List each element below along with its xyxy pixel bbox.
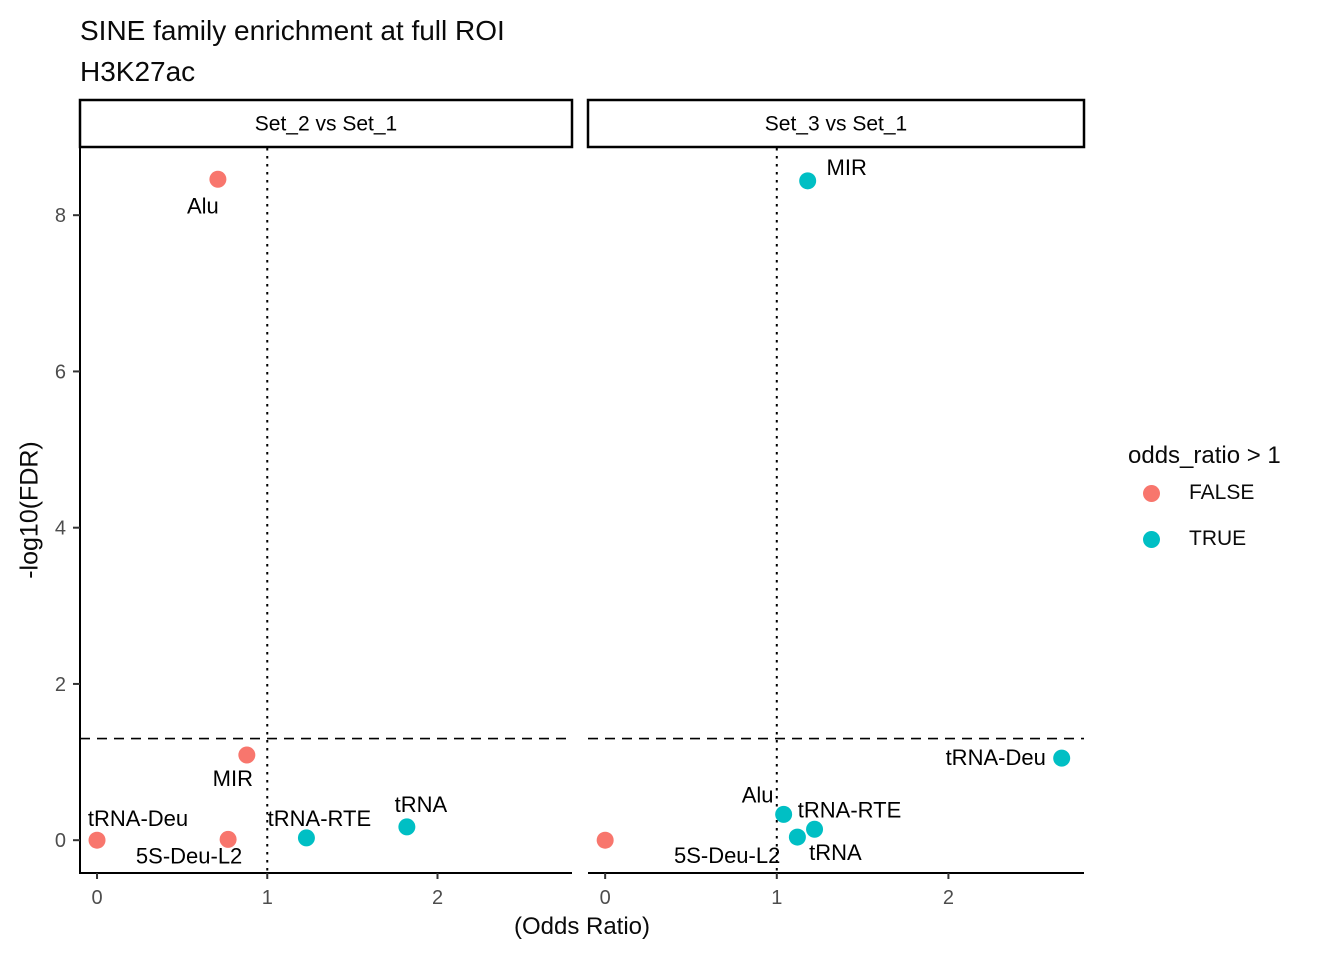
point-label: tRNA-Deu [88, 806, 188, 831]
data-point [238, 746, 256, 764]
facet-strip [78, 98, 574, 149]
x-tick-label: 2 [943, 887, 954, 909]
point-label: 5S-Deu-L2 [674, 843, 780, 868]
x-tick-label: 0 [600, 887, 611, 909]
data-point [806, 820, 824, 838]
plot-subtitle: H3K27ac [80, 56, 196, 87]
point-label: tRNA [809, 840, 862, 865]
y-tick-label: 4 [55, 518, 66, 540]
y-axis-title: -log10(FDR) [15, 441, 44, 579]
data-point [398, 818, 416, 836]
facet-strip-label: Set_2 vs Set_1 [255, 113, 397, 136]
data-point [219, 830, 237, 848]
y-tick-label: 0 [55, 830, 66, 852]
point-label: 5S-Deu-L2 [136, 843, 242, 868]
data-point [788, 828, 806, 846]
x-tick-label: 0 [91, 887, 102, 909]
y-tick-label: 6 [55, 361, 66, 383]
data-point [88, 831, 106, 849]
point-label: tRNA-RTE [798, 797, 902, 822]
x-axis-title: (Odds Ratio) [513, 913, 651, 940]
x-tick-label: 1 [262, 887, 273, 909]
x-tick-label: 2 [432, 887, 443, 909]
point-label: MIR [213, 766, 253, 791]
y-tick-label: 2 [55, 674, 66, 696]
x-tick-label: 1 [771, 887, 782, 909]
y-tick-label: 8 [55, 205, 66, 227]
point-label: tRNA-RTE [268, 806, 372, 831]
legend-item-true: TRUE [1128, 516, 1344, 562]
data-point [775, 805, 793, 823]
point-label: tRNA-Deu [946, 745, 1046, 770]
legend-false-label: FALSE [1189, 481, 1255, 504]
legend-title: odds_ratio > 1 [1128, 442, 1281, 469]
point-label: MIR [827, 155, 867, 180]
legend-true-point-icon [1143, 530, 1160, 548]
legend-item-false: FALSE [1128, 470, 1344, 516]
legend-true-label: TRUE [1189, 527, 1247, 550]
legend-false-point-icon [1143, 484, 1160, 502]
data-point [799, 172, 817, 190]
data-point [297, 829, 315, 847]
data-point [1053, 749, 1071, 767]
data-point [209, 170, 227, 188]
point-label: Alu [187, 193, 219, 218]
plot-title: SINE family enrichment at full ROI [80, 15, 505, 46]
facet-strip-label: Set_3 vs Set_1 [765, 113, 907, 136]
legend: odds_ratio > 1 FALSE TRUE [1128, 442, 1344, 562]
point-label: tRNA [395, 792, 448, 817]
point-label: Alu [742, 782, 774, 807]
facet-strip [586, 98, 1086, 149]
data-point [596, 831, 614, 849]
